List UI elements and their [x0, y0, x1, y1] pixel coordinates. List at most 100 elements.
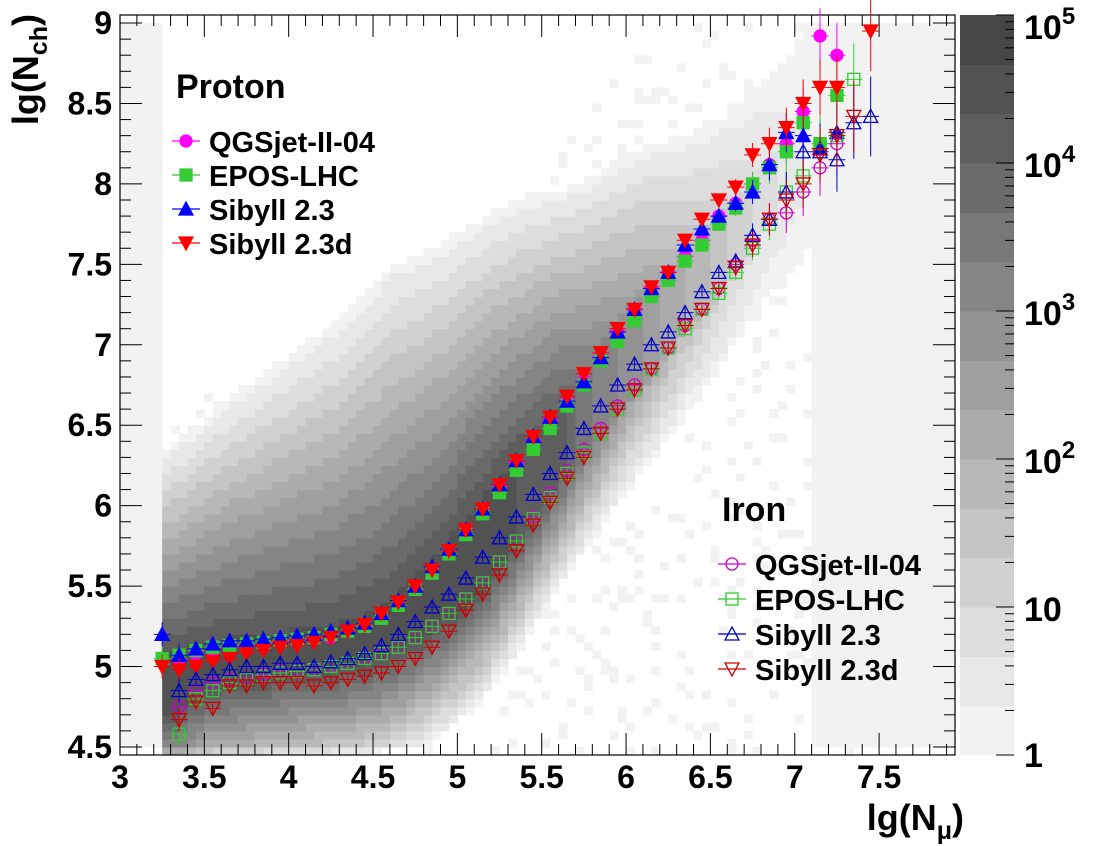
heatmap-cell [845, 642, 855, 652]
heatmap-cell [339, 730, 349, 740]
heatmap-cell [120, 232, 130, 241]
heatmap-cell [313, 433, 324, 442]
heatmap-cell [803, 143, 813, 153]
heatmap-cell [507, 216, 518, 225]
heatmap-cell [507, 240, 518, 249]
heatmap-cell [845, 296, 855, 306]
heatmap-cell [583, 706, 593, 716]
heatmap-cell [145, 529, 155, 539]
heatmap-cell [693, 151, 703, 161]
heatmap-cell [507, 208, 518, 217]
heatmap-cell [423, 521, 433, 531]
heatmap-cell [136, 216, 146, 225]
heatmap-cell [120, 489, 130, 499]
heatmap-cell [828, 336, 838, 346]
heatmap-cell [626, 119, 636, 129]
heatmap-cell [406, 650, 416, 660]
heatmap-cell [558, 376, 568, 386]
heatmap-cell [853, 175, 863, 185]
heatmap-cell [820, 71, 830, 80]
heatmap-cell [221, 425, 231, 434]
heatmap-cell [676, 385, 686, 394]
heatmap-cell [550, 578, 560, 587]
heatmap-cell [288, 618, 298, 627]
heatmap-cell [145, 409, 155, 418]
heatmap-cell [676, 167, 686, 177]
heatmap-cell [507, 489, 518, 499]
heatmap-cell [153, 425, 163, 434]
heatmap-cell [373, 417, 383, 426]
heatmap-cell [845, 328, 855, 338]
heatmap-cell [347, 304, 357, 314]
heatmap-cell [516, 288, 526, 298]
heatmap-cell [693, 344, 703, 354]
heatmap-cell [845, 393, 855, 402]
heatmap-cell [474, 409, 484, 418]
heatmap-cell [668, 312, 678, 322]
heatmap-cell [339, 537, 349, 547]
heatmap-cell [120, 570, 130, 579]
heatmap-cell [626, 240, 636, 249]
heatmap-cell [499, 626, 509, 635]
heatmap-cell [701, 722, 711, 732]
heatmap-cell [457, 376, 467, 386]
heatmap-cell [254, 425, 264, 434]
heatmap-cell [727, 127, 737, 137]
heatmap-cell [364, 425, 374, 434]
heatmap-cell [600, 368, 610, 378]
heatmap-cell [870, 264, 880, 273]
heatmap-cell [862, 216, 872, 225]
heatmap-cell [794, 714, 804, 724]
heatmap-cell [356, 674, 366, 684]
heatmap-cell [305, 714, 315, 724]
heatmap-cell [153, 545, 163, 555]
heatmap-cell [862, 537, 872, 547]
heatmap-cell [533, 594, 543, 603]
heatmap-cell [575, 537, 585, 547]
heatmap-cell [685, 103, 695, 113]
heatmap-cell [136, 39, 146, 48]
heatmap-cell [567, 312, 577, 322]
heatmap-cell [583, 296, 593, 306]
heatmap-cell [659, 248, 669, 257]
heatmap-cell [179, 642, 189, 652]
heatmap-cell [558, 312, 568, 322]
heatmap-cell [136, 449, 146, 458]
heatmap-cell [145, 666, 155, 676]
heatmap-cell [254, 465, 264, 475]
heatmap-cell [693, 280, 703, 290]
heatmap-cell [482, 385, 492, 394]
heatmap-cell [676, 553, 686, 563]
heatmap-cell [558, 570, 568, 579]
heatmap-cell [474, 449, 484, 458]
heatmap-cell [398, 505, 408, 515]
heatmap-cell [820, 698, 830, 708]
heatmap-cell [356, 296, 366, 306]
heatmap-cell [685, 304, 695, 314]
heatmap-cell [120, 537, 130, 547]
heatmap-cell [550, 256, 560, 265]
heatmap-cell [246, 570, 256, 579]
heatmap-cell [761, 200, 771, 209]
heatmap-cell [297, 417, 307, 426]
heatmap-cell [120, 666, 130, 676]
heatmap-cell [499, 401, 509, 410]
heatmap-cell [330, 409, 340, 418]
heatmap-cell [853, 143, 863, 153]
heatmap-cell [145, 449, 155, 458]
heatmap-cell [853, 167, 863, 177]
heatmap-cell [836, 738, 846, 748]
heatmap-cell [499, 497, 509, 507]
heatmap-cell [170, 642, 180, 652]
heatmap-cell [389, 730, 399, 740]
heatmap-cell [693, 296, 703, 306]
heatmap-cell [507, 537, 518, 547]
heatmap-cell [744, 167, 754, 177]
heatmap-cell [609, 425, 619, 434]
heatmap-cell [238, 441, 248, 450]
heatmap-cell [870, 553, 880, 563]
heatmap-cell [423, 393, 433, 402]
heatmap-cell [828, 570, 838, 579]
heatmap-cell [583, 674, 593, 684]
heatmap-cell [541, 216, 551, 225]
